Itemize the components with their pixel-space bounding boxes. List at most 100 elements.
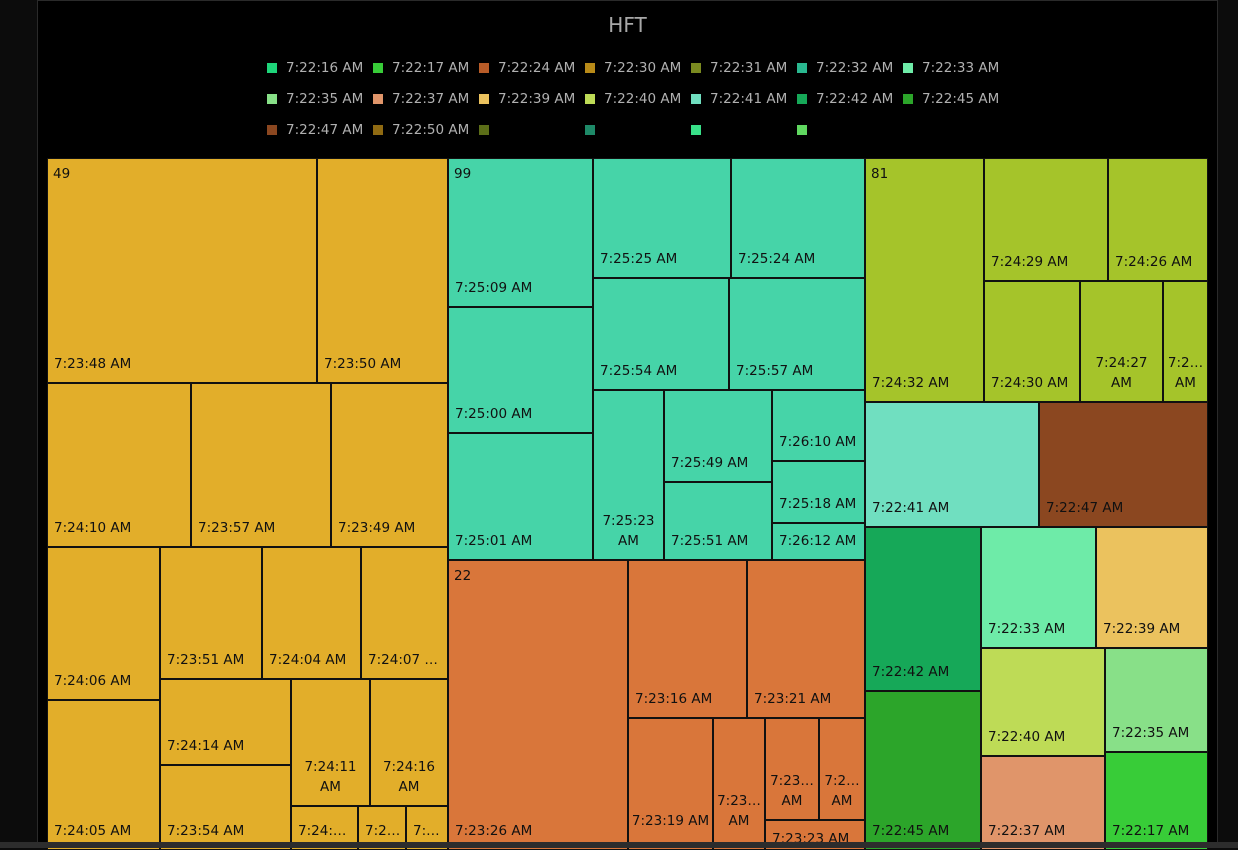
treemap-cell[interactable]: 7:26:12 AM: [772, 523, 865, 560]
legend-item[interactable]: 7:22:47 AM: [267, 121, 373, 139]
cell-label: 7:24:14 AM: [167, 738, 245, 754]
treemap-cell[interactable]: 7:23:16 AM: [628, 560, 747, 718]
treemap-cell[interactable]: 7:24:05 AM: [47, 700, 160, 850]
treemap-cell[interactable]: 7:23:51 AM: [160, 547, 262, 679]
legend-swatch: [373, 63, 383, 73]
group-label: 99: [454, 166, 472, 182]
treemap-cell[interactable]: 7:24:32 AM: [865, 158, 984, 402]
cell-label: 7:22:35 AM: [1112, 725, 1190, 741]
treemap-cell[interactable]: 7:23:48 AM: [47, 158, 317, 383]
cell-label: 7:22:17 AM: [1112, 823, 1190, 839]
treemap-cell[interactable]: 7:25:54 AM: [593, 278, 729, 390]
treemap-cell[interactable]: 7:25:00 AM: [448, 307, 593, 433]
treemap-cell[interactable]: 7:24:04 AM: [262, 547, 361, 679]
treemap-cell[interactable]: 7:22:45 AM: [865, 691, 981, 850]
legend-swatch: [267, 94, 277, 104]
treemap-cell[interactable]: 7:24:10 AM: [47, 383, 191, 547]
window-bottom-edge: [0, 842, 1238, 848]
treemap-cell[interactable]: 7:25:51 AM: [664, 482, 772, 560]
legend-item[interactable]: 7:22:42 AM: [797, 90, 903, 108]
treemap-cell[interactable]: 7:24:26 AM: [1108, 158, 1208, 281]
group-label: 22: [454, 568, 472, 584]
cell-label: 7:25:01 AM: [455, 533, 533, 549]
treemap-cell[interactable]: 7:24:14 AM: [160, 679, 291, 765]
treemap-cell[interactable]: 7:22:42 AM: [865, 527, 981, 691]
legend-label: 7:22:41 AM: [710, 91, 788, 107]
legend-swatch: [691, 63, 701, 73]
treemap-cell[interactable]: 7:24:29 AM: [984, 158, 1108, 281]
treemap-cell[interactable]: 7:25:23 AM: [593, 390, 664, 560]
treemap-cell[interactable]: 7:22:33 AM: [981, 527, 1096, 648]
treemap-cell[interactable]: 7:23:49 AM: [331, 383, 448, 547]
treemap-cell[interactable]: 7:2… AM: [819, 718, 865, 820]
treemap-cell[interactable]: 7:23… AM: [765, 718, 819, 820]
legend-item[interactable]: 7:22:37 AM: [373, 90, 479, 108]
legend-item[interactable]: [691, 121, 797, 139]
legend-item[interactable]: 7:22:24 AM: [479, 59, 585, 77]
cell-label: 7:23:49 AM: [338, 520, 416, 536]
treemap-cell[interactable]: 7:25:18 AM: [772, 461, 865, 523]
legend-item[interactable]: 7:22:30 AM: [585, 59, 691, 77]
legend-item[interactable]: 7:22:31 AM: [691, 59, 797, 77]
cell-label: 7:26:10 AM: [779, 434, 857, 450]
treemap-cell[interactable]: 7:24:16 AM: [370, 679, 448, 806]
cell-label: 7:24:05 AM: [54, 823, 132, 839]
treemap-cell[interactable]: 7:22:39 AM: [1096, 527, 1208, 648]
treemap-cell[interactable]: 7:24:06 AM: [47, 547, 160, 700]
legend-item[interactable]: [585, 121, 691, 139]
cell-label: 7:25:51 AM: [671, 533, 749, 549]
legend-item[interactable]: 7:22:39 AM: [479, 90, 585, 108]
treemap-cell[interactable]: 7:25:57 AM: [729, 278, 865, 390]
legend-item[interactable]: [479, 121, 585, 139]
treemap-cell[interactable]: 7:22:17 AM: [1105, 752, 1208, 850]
legend-swatch: [585, 94, 595, 104]
chart-title: HFT: [608, 13, 647, 37]
cell-label: 7:24:11 AM: [304, 759, 357, 795]
legend-item[interactable]: 7:22:16 AM: [267, 59, 373, 77]
treemap-cell[interactable]: 7:25:01 AM: [448, 433, 593, 560]
treemap-cell[interactable]: 7:23:19 AM: [628, 718, 713, 850]
cell-label: 7:23:19 AM: [631, 813, 710, 829]
legend-item[interactable]: 7:22:17 AM: [373, 59, 479, 77]
legend-item[interactable]: 7:22:32 AM: [797, 59, 903, 77]
treemap-cell[interactable]: 7:22:40 AM: [981, 648, 1105, 756]
treemap-cell[interactable]: 7:24:07 AM: [361, 547, 448, 679]
legend-item[interactable]: 7:22:35 AM: [267, 90, 373, 108]
cell-label: 7:24:07 AM: [368, 652, 444, 668]
cell-label: 7:22:41 AM: [872, 500, 950, 516]
legend-item[interactable]: 7:22:50 AM: [373, 121, 479, 139]
cell-label: 7:24:10 AM: [54, 520, 132, 536]
legend-item[interactable]: 7:22:40 AM: [585, 90, 691, 108]
cell-label: 7:23:54 AM: [167, 823, 245, 839]
treemap-cell[interactable]: 7:23:50 AM: [317, 158, 448, 383]
treemap-cell[interactable]: 7:22:47 AM: [1039, 402, 1208, 527]
treemap-cell[interactable]: 7:25:25 AM: [593, 158, 731, 278]
treemap-cell[interactable]: 7:22:35 AM: [1105, 648, 1208, 752]
treemap-cell[interactable]: 7:25:09 AM: [448, 158, 593, 307]
treemap-cell[interactable]: 7:22:41 AM: [865, 402, 1039, 527]
legend-item[interactable]: 7:22:41 AM: [691, 90, 797, 108]
treemap-cell[interactable]: 7:25:24 AM: [731, 158, 865, 278]
treemap-cell[interactable]: 7:24:11 AM: [291, 679, 370, 806]
legend-item[interactable]: 7:22:33 AM: [903, 59, 1009, 77]
treemap-cell[interactable]: 7:23:26 AM: [448, 560, 628, 850]
legend-label: 7:22:42 AM: [816, 91, 894, 107]
treemap-cell[interactable]: 7:22:37 AM: [981, 756, 1105, 850]
cell-label: 7:25:54 AM: [600, 363, 678, 379]
treemap-cell[interactable]: 7:23:21 AM: [747, 560, 865, 718]
treemap-cell[interactable]: 7:23… AM: [713, 718, 765, 850]
cell-label: 7:24:16 AM: [382, 759, 436, 795]
treemap-cell[interactable]: 7:24:27 AM: [1080, 281, 1163, 402]
treemap-cell[interactable]: 7:25:49 AM: [664, 390, 772, 482]
treemap-cell[interactable]: 7:2… AM: [1163, 281, 1208, 402]
legend-swatch: [479, 63, 489, 73]
cell-label: 7:23:51 AM: [167, 652, 245, 668]
legend-item[interactable]: 7:22:45 AM: [903, 90, 1009, 108]
treemap-cell[interactable]: 7:23:54 AM: [160, 765, 291, 850]
treemap-cell[interactable]: 7:23:57 AM: [191, 383, 331, 547]
legend-item[interactable]: [797, 121, 903, 139]
legend: 7:22:16 AM 7:22:17 AM 7:22:24 AM 7:22:30 AM…: [267, 59, 1009, 152]
treemap-cell[interactable]: 7:24:30 AM: [984, 281, 1080, 402]
treemap-cell[interactable]: 7:26:10 AM: [772, 390, 865, 461]
legend-label: 7:22:17 AM: [392, 60, 470, 76]
